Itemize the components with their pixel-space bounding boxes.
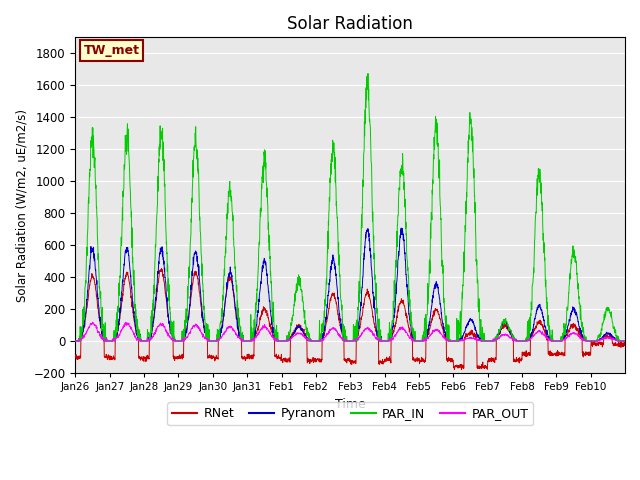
RNet [516,358,524,363]
PAR_IN [621,338,629,344]
RNet [157,265,165,271]
Pyranom [516,338,524,344]
X-axis label: Time: Time [335,397,365,410]
Pyranom [621,338,629,344]
RNet [72,354,79,360]
PAR_IN [364,71,372,76]
Line: PAR_IN: PAR_IN [76,73,625,341]
Pyranom [383,338,391,344]
Line: Pyranom: Pyranom [76,228,625,341]
RNet [383,355,391,361]
Pyranom [72,338,79,344]
Pyranom [397,225,405,231]
PAR_OUT [621,338,629,344]
Y-axis label: Solar Radiation (W/m2, uE/m2/s): Solar Radiation (W/m2, uE/m2/s) [15,108,28,301]
PAR_OUT [547,336,555,342]
Pyranom [547,336,555,342]
PAR_OUT [383,338,391,344]
Line: PAR_OUT: PAR_OUT [76,322,625,341]
Pyranom [614,336,621,342]
PAR_IN [245,338,253,344]
RNet [547,351,555,357]
Title: Solar Radiation: Solar Radiation [287,15,413,33]
Legend: RNet, Pyranom, PAR_IN, PAR_OUT: RNet, Pyranom, PAR_IN, PAR_OUT [167,402,533,425]
PAR_OUT [127,324,134,330]
Pyranom [127,269,134,275]
PAR_OUT [516,338,524,344]
PAR_OUT [72,338,79,344]
PAR_IN [614,334,621,339]
PAR_OUT [89,319,97,325]
Line: RNet: RNet [76,268,625,370]
PAR_IN [516,338,524,344]
RNet [245,354,253,360]
PAR_IN [383,338,391,344]
PAR_IN [127,186,134,192]
PAR_IN [547,335,555,340]
PAR_OUT [245,338,253,344]
RNet [127,286,134,291]
RNet [614,342,621,348]
RNet [458,367,465,372]
Text: TW_met: TW_met [84,44,140,57]
PAR_IN [72,338,79,344]
Pyranom [245,338,253,344]
RNet [621,340,629,346]
PAR_OUT [614,337,621,343]
